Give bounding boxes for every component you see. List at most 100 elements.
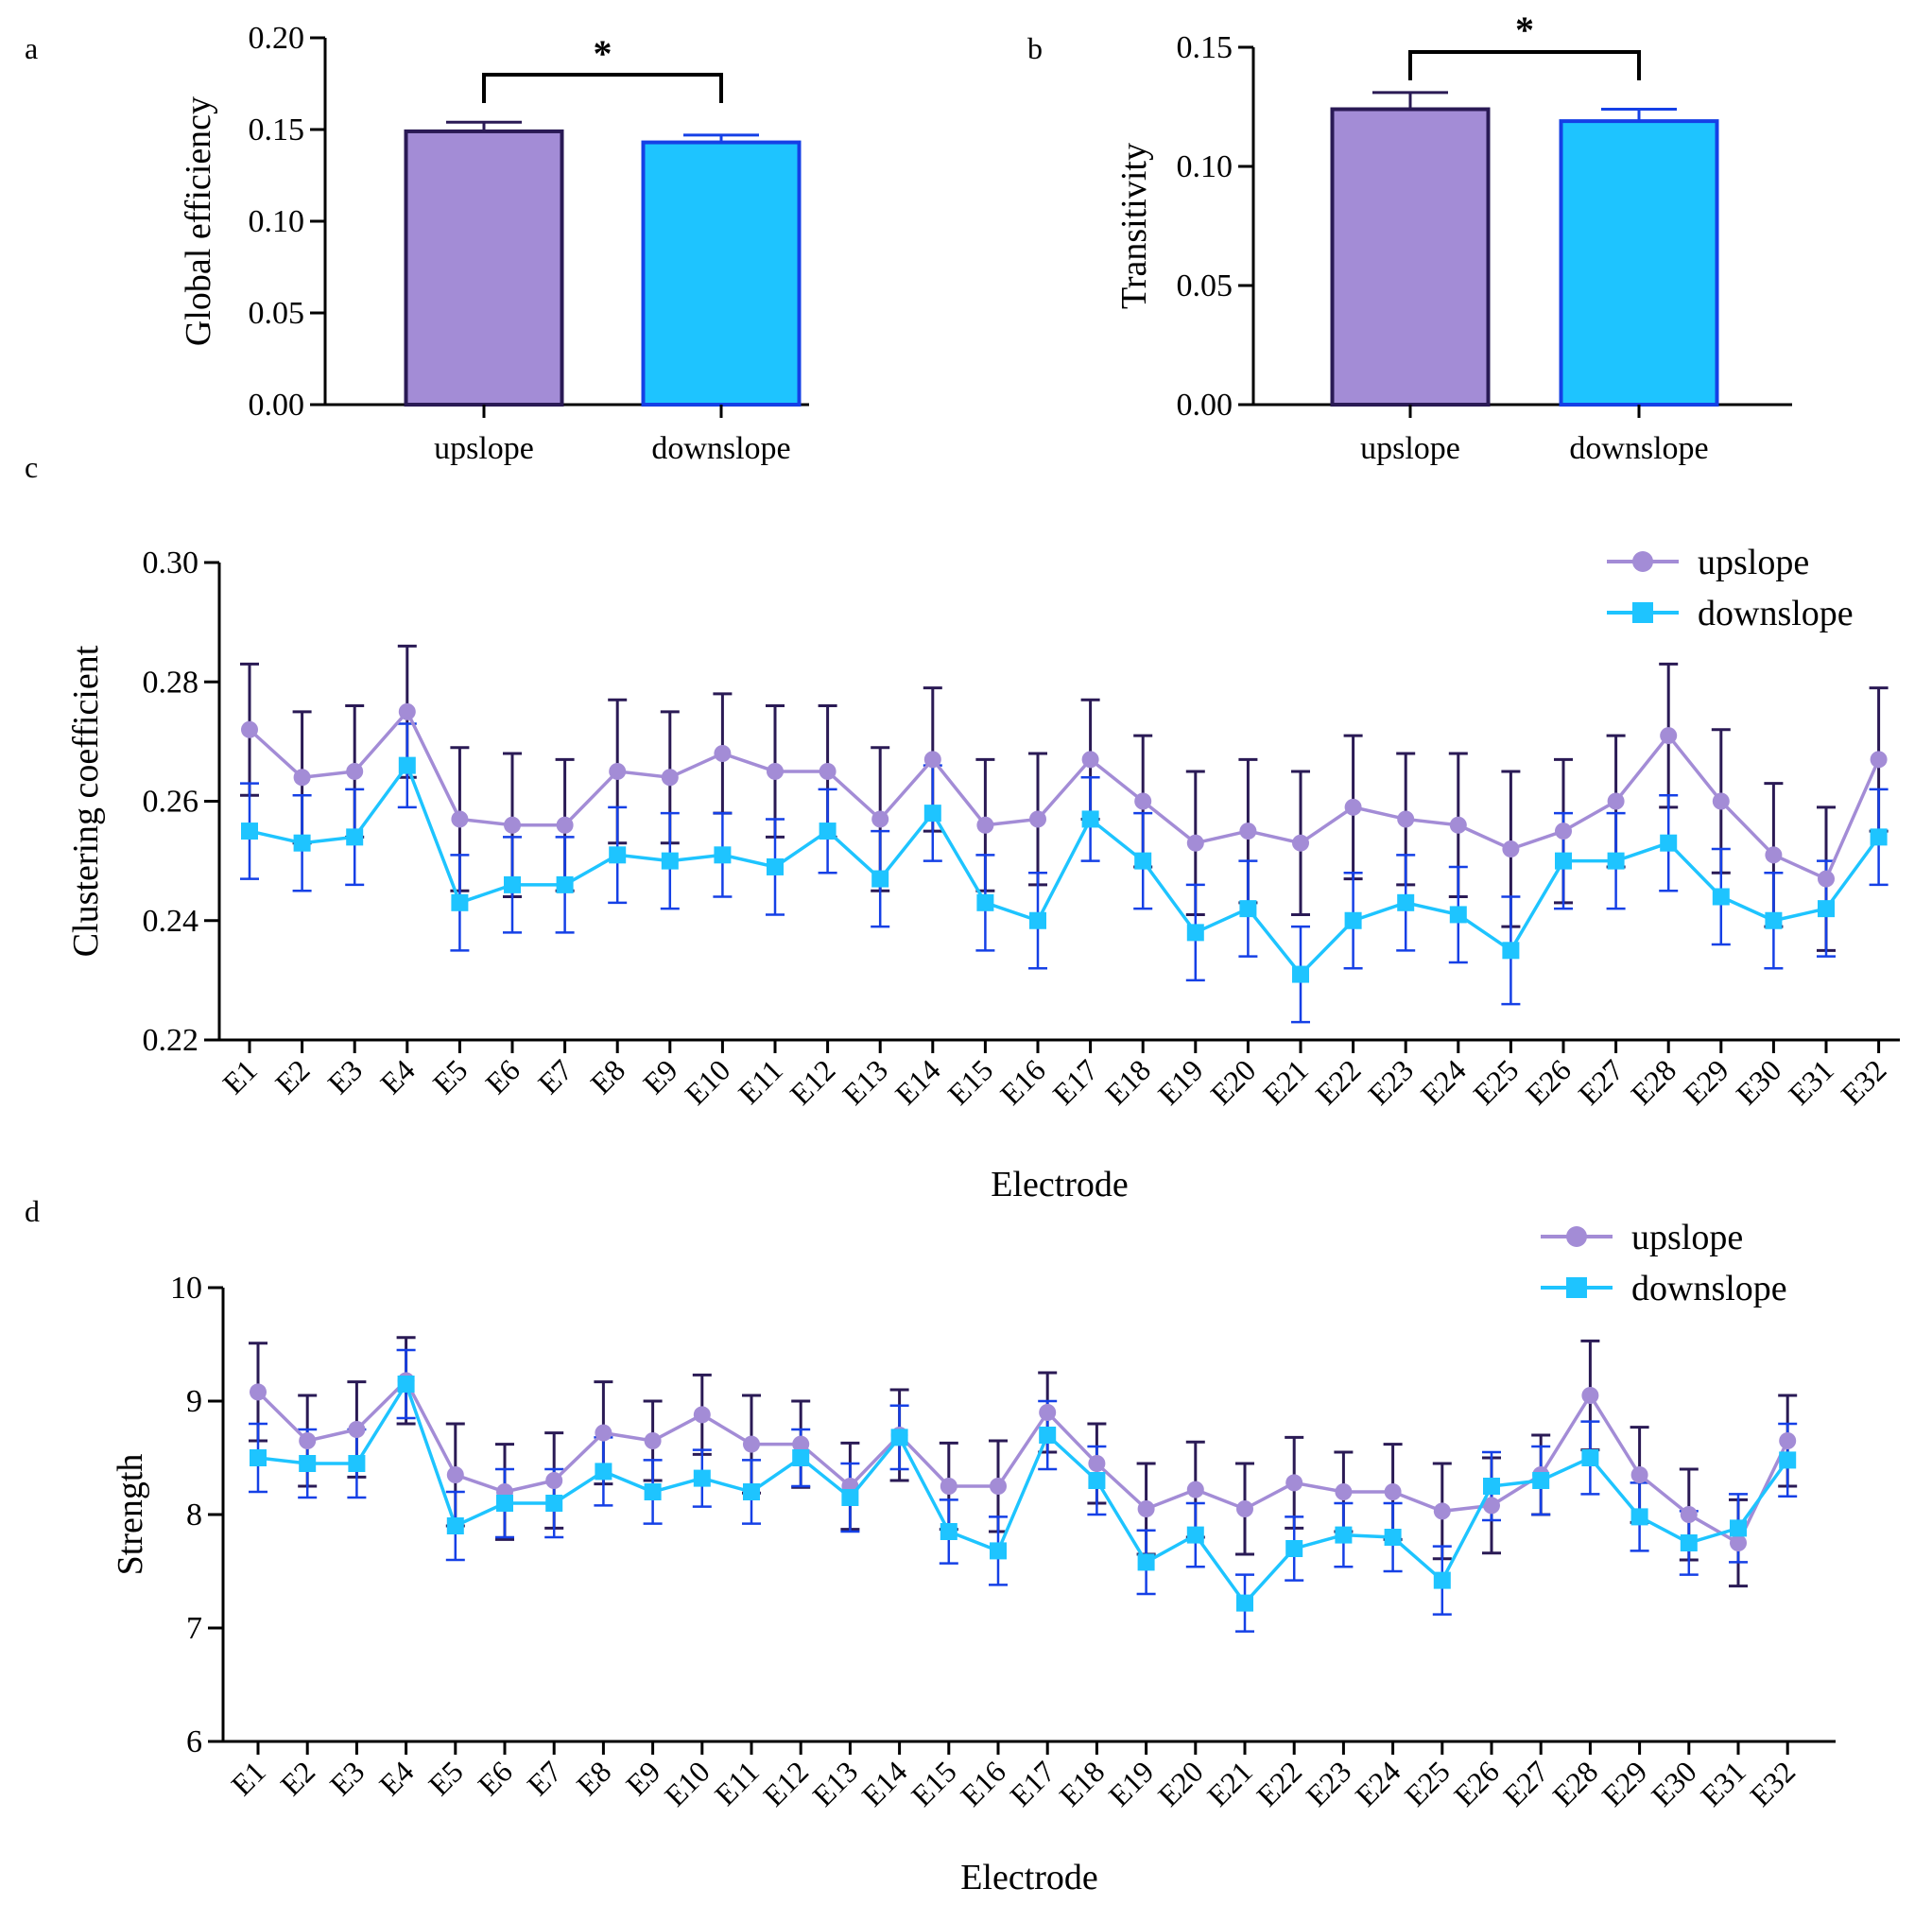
- b-y-tick-label-0: 0.00: [1177, 388, 1233, 423]
- c-downslope-point-E9: [661, 852, 679, 870]
- d-downslope-point-E31: [1730, 1519, 1747, 1537]
- d-x-tick-label-E5: E5: [422, 1754, 470, 1802]
- b-y-tick-label-1: 0.05: [1177, 268, 1233, 303]
- d-downslope-point-E17: [1039, 1427, 1057, 1444]
- d-x-tick-label-E22: E22: [1250, 1754, 1308, 1812]
- d-upslope-point-E2: [299, 1432, 317, 1449]
- c-x-tick-label-E25: E25: [1466, 1052, 1525, 1111]
- c-downslope-point-E15: [976, 893, 994, 911]
- c-upslope-point-E18: [1134, 792, 1152, 810]
- d-upslope-point-E31: [1730, 1534, 1747, 1551]
- d-upslope-point-E20: [1186, 1481, 1204, 1498]
- c-x-tick-label-E26: E26: [1519, 1052, 1578, 1111]
- c-x-tick-label-E10: E10: [678, 1052, 736, 1111]
- d-y-tick-label-3: 9: [186, 1384, 202, 1419]
- chart-b: 0.00 0.05 0.10 0.15 Transitivity upslope downs…: [1114, 9, 1792, 466]
- b-category-label-downslope: downslope: [1569, 431, 1708, 466]
- d-downslope-point-E27: [1532, 1472, 1550, 1489]
- d-x-tick-label-E17: E17: [1003, 1754, 1061, 1812]
- c-x-tick-label-E28: E28: [1624, 1052, 1682, 1111]
- d-upslope-point-E18: [1088, 1455, 1106, 1472]
- d-downslope-point-E14: [890, 1429, 908, 1446]
- c-downslope-point-E32: [1870, 828, 1888, 846]
- c-upslope-point-E4: [398, 702, 416, 720]
- a-y-tick-label-2: 0.10: [249, 204, 305, 239]
- d-x-tick-label-E23: E23: [1299, 1754, 1357, 1812]
- a-y-tick-label-1: 0.05: [249, 296, 305, 331]
- d-x-tick-label-E14: E14: [855, 1754, 914, 1812]
- c-x-tick-label-E17: E17: [1046, 1052, 1105, 1111]
- c-y-tick-label-0: 0.22: [143, 1023, 199, 1058]
- c-upslope-point-E9: [661, 769, 679, 787]
- c-upslope-point-E22: [1344, 798, 1362, 816]
- d-downslope-point-E25: [1433, 1571, 1451, 1589]
- c-downslope-point-E12: [819, 823, 837, 840]
- d-downslope-point-E20: [1186, 1526, 1204, 1544]
- d-x-tick-label-E9: E9: [619, 1754, 667, 1802]
- d-upslope-point-E25: [1433, 1502, 1451, 1520]
- d-x-tick-label-E6: E6: [471, 1754, 519, 1802]
- d-downslope-point-E7: [545, 1495, 563, 1512]
- d-x-tick-label-E21: E21: [1200, 1754, 1259, 1812]
- c-legend-upslope-marker: [1632, 551, 1653, 572]
- d-x-tick-label-E3: E3: [323, 1754, 371, 1802]
- c-downslope-point-E26: [1555, 852, 1572, 870]
- c-x-tick-label-E11: E11: [732, 1052, 789, 1110]
- d-upslope-point-E10: [693, 1406, 711, 1424]
- d-upslope-point-E11: [743, 1435, 760, 1453]
- c-downslope-point-E28: [1660, 834, 1678, 852]
- d-upslope-point-E3: [348, 1421, 366, 1438]
- c-upslope-point-E2: [293, 769, 311, 787]
- d-legend-downslope-marker: [1566, 1277, 1587, 1298]
- d-upslope-point-E7: [545, 1472, 563, 1489]
- c-y-tick-label-2: 0.26: [143, 785, 199, 820]
- d-x-tick-label-E20: E20: [1151, 1754, 1210, 1812]
- c-downslope-point-E7: [556, 875, 574, 893]
- d-x-tick-label-E30: E30: [1645, 1754, 1703, 1812]
- d-upslope-line: [256, 1377, 1789, 1546]
- c-downslope-point-E27: [1607, 852, 1625, 870]
- d-upslope-point-E21: [1236, 1500, 1253, 1517]
- d-x-tick-label-E1: E1: [224, 1754, 272, 1802]
- c-upslope-point-E27: [1607, 792, 1625, 810]
- c-y-tick-label-1: 0.24: [143, 904, 199, 939]
- c-upslope-point-E11: [767, 762, 784, 780]
- c-downslope-point-E10: [714, 846, 732, 864]
- c-downslope-point-E21: [1292, 965, 1309, 983]
- d-upslope-point-E12: [792, 1435, 810, 1453]
- d-upslope-point-E1: [250, 1383, 267, 1401]
- d-downslope-point-E13: [841, 1489, 859, 1506]
- c-x-tick-label-E13: E13: [836, 1052, 894, 1111]
- c-downslope-point-E24: [1449, 906, 1467, 924]
- c-downslope-point-E5: [451, 893, 469, 911]
- d-x-tick-label-E4: E4: [372, 1754, 421, 1802]
- c-x-tick-label-E32: E32: [1835, 1052, 1893, 1111]
- d-y-tick-label-0: 6: [186, 1724, 202, 1759]
- d-upslope-point-E17: [1039, 1404, 1057, 1421]
- c-y-axis-title: Clustering coefficient: [66, 645, 106, 957]
- chart-c: 0.22 0.24 0.26 0.28 0.30 Clustering coefficie…: [66, 543, 1900, 1204]
- d-downslope-point-E23: [1335, 1526, 1353, 1544]
- d-x-tick-label-E28: E28: [1545, 1754, 1604, 1812]
- c-downslope-point-E16: [1029, 911, 1046, 929]
- c-downslope-point-E18: [1134, 852, 1152, 870]
- c-upslope-point-E29: [1712, 792, 1730, 810]
- c-x-tick-label-E7: E7: [531, 1052, 579, 1100]
- d-legend-upslope-label: upslope: [1631, 1218, 1743, 1257]
- d-x-tick-label-E27: E27: [1496, 1754, 1555, 1812]
- d-x-tick-label-E24: E24: [1349, 1754, 1407, 1812]
- c-x-tick-label-E15: E15: [940, 1052, 999, 1111]
- d-upslope-point-E26: [1483, 1497, 1500, 1515]
- c-x-tick-label-E3: E3: [321, 1052, 370, 1100]
- d-upslope-point-E16: [990, 1478, 1007, 1495]
- d-downslope-point-E12: [792, 1449, 810, 1466]
- c-x-tick-label-E1: E1: [216, 1052, 264, 1100]
- c-x-tick-label-E31: E31: [1782, 1052, 1840, 1111]
- c-upslope-point-E15: [976, 816, 994, 834]
- a-bar-upslope: [404, 129, 564, 407]
- d-upslope-point-E15: [940, 1478, 957, 1495]
- c-downslope-point-E13: [871, 870, 889, 888]
- c-downslope-point-E30: [1765, 911, 1783, 929]
